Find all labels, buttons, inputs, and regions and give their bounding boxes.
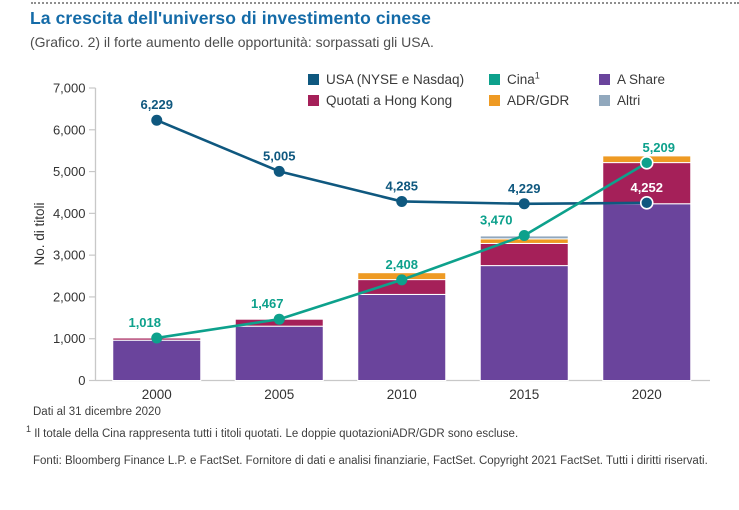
page-subtitle: (Grafico. 2) il forte aumento delle oppo… (30, 34, 434, 50)
data-point-label: 5,005 (263, 148, 296, 163)
data-point-marker (273, 313, 285, 325)
bar-segment (357, 293, 447, 381)
data-point-marker (396, 274, 408, 286)
legend-swatch-icon (599, 74, 610, 85)
data-point-marker (639, 156, 654, 170)
sources-note: Fonti: Bloomberg Finance L.P. e FactSet.… (33, 455, 708, 467)
china-total-footnote: 1 Il totale della Cina rappresenta tutti… (26, 424, 518, 440)
x-tick-label: 2010 (387, 387, 417, 402)
y-tick-label: 4,000 (53, 206, 86, 221)
data-point-marker (518, 198, 530, 210)
data-point-marker (273, 165, 285, 177)
data-point-marker (396, 195, 408, 207)
legend-item: ADR/GDR (489, 93, 599, 108)
legend-item: Quotati a Hong Kong (308, 93, 489, 108)
bar-segment (602, 203, 692, 381)
legend-label: USA (NYSE e Nasdaq) (326, 72, 465, 87)
data-point-label: 5,209 (642, 140, 675, 155)
data-point-label: 4,285 (385, 178, 418, 193)
data-as-of-note: Dati al 31 dicembre 2020 (33, 406, 161, 418)
legend-superscript: 1 (534, 70, 540, 81)
data-point-marker (518, 230, 530, 242)
legend-item: Altri (599, 93, 665, 108)
y-tick-label: 2,000 (53, 289, 86, 304)
y-tick-label: 5,000 (53, 164, 86, 179)
legend-swatch-icon (308, 95, 319, 106)
data-point-label: 6,229 (140, 97, 173, 112)
footnote-superscript: 1 (26, 424, 32, 434)
data-point-label: 4,252 (630, 180, 663, 195)
y-tick-label: 0 (78, 373, 85, 388)
data-point-label: 1,018 (128, 315, 161, 330)
x-tick-label: 2000 (142, 387, 172, 402)
y-tick-label: 6,000 (53, 122, 86, 137)
top-dotted-divider (31, 2, 739, 4)
x-tick-label: 2015 (509, 387, 539, 402)
legend-swatch-icon (308, 74, 319, 85)
x-tick-label: 2005 (264, 387, 294, 402)
bar-segment (234, 325, 324, 381)
data-point-marker (639, 196, 654, 210)
legend-swatch-icon (599, 95, 610, 106)
y-tick-label: 1,000 (53, 331, 86, 346)
data-point-marker (151, 332, 163, 344)
legend-label: Quotati a Hong Kong (326, 93, 453, 108)
legend-swatch-icon (489, 95, 500, 106)
y-tick-label: 3,000 (53, 248, 86, 263)
data-point-label: 3,470 (480, 213, 513, 228)
data-point-label: 2,408 (385, 257, 418, 272)
legend-label: A Share (617, 72, 666, 87)
legend-item: A Share (599, 72, 665, 87)
x-tick-label: 2020 (632, 387, 662, 402)
data-point-marker (151, 114, 163, 126)
chart-legend: USA (NYSE e Nasdaq) Cina1 A Share Quotati a… (308, 70, 665, 108)
legend-item: Cina1 (489, 70, 599, 87)
legend-item: USA (NYSE e Nasdaq) (308, 72, 489, 87)
legend-swatch-icon (489, 74, 500, 85)
y-tick-label: 7,000 (53, 81, 86, 96)
data-point-label: 4,229 (508, 181, 541, 196)
y-axis-title: No. di titoli (32, 202, 47, 265)
page-title: La crescita dell'universo di investiment… (30, 8, 431, 28)
bar-segment (112, 339, 202, 382)
data-point-label: 1,467 (251, 296, 284, 311)
bar-segment (479, 265, 569, 382)
footnote-text: Il totale della Cina rappresenta tutti i… (34, 427, 519, 440)
legend-label: Cina1 (507, 70, 540, 87)
legend-label: Altri (617, 93, 641, 108)
legend-label: ADR/GDR (507, 93, 570, 108)
